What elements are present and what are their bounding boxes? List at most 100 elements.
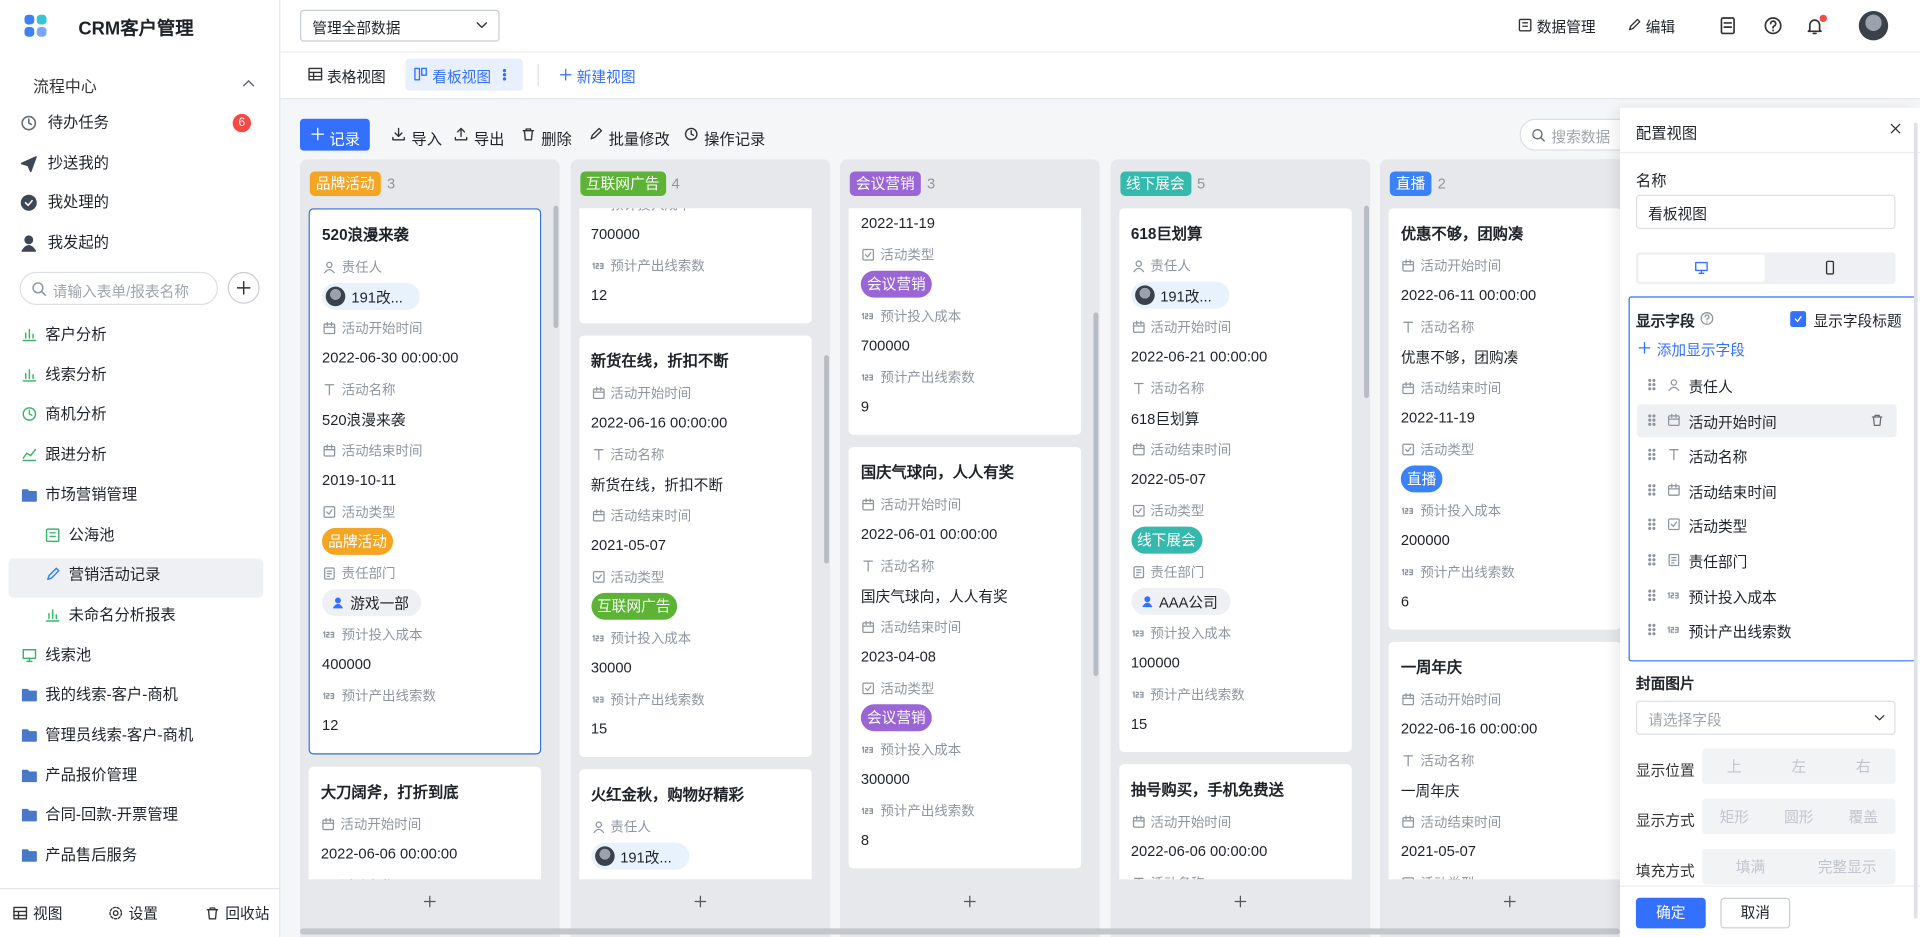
option-choice[interactable]: 覆盖 <box>1848 808 1878 826</box>
icon[interactable] <box>962 894 977 909</box>
icon-part <box>864 685 872 692</box>
flow-title[interactable]: 流程中心 <box>33 77 97 96</box>
cancel-button[interactable]: 取消 <box>1720 897 1791 929</box>
flow-item[interactable]: 待办任务 <box>47 113 109 132</box>
footer-item[interactable]: 视图 <box>33 905 63 923</box>
toolbar-action[interactable]: 操作记录 <box>704 131 766 149</box>
card-list-inner: 优惠不够，团购凑 活动开始时间 2022-06-11 00:00:00 活动名称 优惠不… <box>1388 208 1622 880</box>
show-title-checkbox[interactable] <box>1790 311 1807 328</box>
nav-item[interactable]: 商机分析 <box>45 405 107 424</box>
field-value: 2022-06-30 00:00:00 <box>322 349 459 367</box>
icon[interactable] <box>1232 894 1247 909</box>
field-value-row: 30000 <box>591 653 799 682</box>
icon-part <box>1652 448 1656 453</box>
icon-part <box>861 312 873 320</box>
device-toggle[interactable] <box>1635 252 1896 285</box>
icon-part <box>109 906 123 920</box>
toolbar-action[interactable]: 导出 <box>473 131 505 149</box>
field-label-row: 活动类型 <box>591 566 799 588</box>
nav-item[interactable]: 客户分析 <box>45 325 107 343</box>
display-field[interactable]: 责任部门 <box>1688 553 1748 571</box>
view-tab[interactable]: 看板视图 <box>432 68 492 86</box>
nav-item[interactable]: 未命名分析报表 <box>68 606 176 624</box>
display-field[interactable]: 责任人 <box>1688 378 1733 396</box>
toolbar-action[interactable]: 批量修改 <box>608 131 670 149</box>
person-avatar <box>1134 285 1155 305</box>
icon-part <box>1648 624 1652 628</box>
nav-item[interactable]: 线索池 <box>45 646 92 664</box>
icon-part <box>22 368 37 382</box>
display-field[interactable]: 活动类型 <box>1688 518 1748 536</box>
icon[interactable] <box>422 894 437 909</box>
kanban-card[interactable]: 520浪漫来袭 责任人 191改... 活动开始时间 2022-06-30 00:00:… <box>308 208 542 755</box>
kanban-card[interactable]: 活动结束时间2022-11-19活动类型会议营销预计投入成本700000预计产出… <box>848 208 1082 435</box>
kanban-card[interactable]: 一周年庆 活动开始时间 2022-06-16 00:00:00 活动名称 一周年庆 活动结… <box>1388 641 1622 880</box>
option-choice[interactable]: 右 <box>1855 758 1871 776</box>
kanban-card[interactable]: 优惠不够，团购凑 活动开始时间 2022-06-11 00:00:00 活动名称 优惠不… <box>1388 208 1622 630</box>
option-choice[interactable]: 矩形 <box>1719 808 1749 826</box>
display-field[interactable]: 活动开始时间 <box>1688 413 1777 431</box>
icon-part <box>1402 259 1415 266</box>
display-field[interactable]: 预计产出线索数 <box>1688 623 1792 641</box>
icon-part <box>311 127 325 141</box>
kanban-card[interactable]: 618巨划算 责任人 191改... 活动开始时间 2022-06-21 00:00:0… <box>1118 208 1352 753</box>
footer-item[interactable]: 设置 <box>128 905 158 923</box>
icon[interactable] <box>1870 412 1885 427</box>
kanban-card[interactable]: 新货在线，折扣不断 活动开始时间 2022-06-16 00:00:00 活动名称 新货… <box>578 335 812 757</box>
field-value-row: 191改... <box>322 282 528 311</box>
toolbar-action[interactable]: 删除 <box>541 131 572 149</box>
icon-part <box>414 67 421 81</box>
icon[interactable] <box>692 894 707 909</box>
display-field[interactable]: 预计投入成本 <box>1688 588 1777 606</box>
nav-item[interactable]: 产品报价管理 <box>45 766 138 784</box>
icon[interactable] <box>1888 121 1903 136</box>
footer-item[interactable]: 回收站 <box>225 905 270 923</box>
add-button[interactable] <box>227 271 260 304</box>
nav-item[interactable]: 营销活动记录 <box>68 566 161 584</box>
icon[interactable] <box>1502 894 1517 909</box>
nav-item[interactable]: 市场营销管理 <box>45 486 138 504</box>
toolbar-action[interactable]: 导入 <box>411 131 443 149</box>
option-choice[interactable]: 圆形 <box>1784 808 1814 826</box>
option-choice[interactable]: 完整显示 <box>1817 858 1877 876</box>
nav-item[interactable]: 我的线索-客户-商机 <box>45 686 178 704</box>
add-field[interactable]: 添加显示字段 <box>1656 341 1745 359</box>
icon-part <box>1403 321 1413 333</box>
kanban-card[interactable]: 国庆气球向，人人有奖 活动开始时间 2022-06-01 00:00:00 活动名称国… <box>848 447 1082 869</box>
flow-item[interactable]: 我发起的 <box>47 234 109 252</box>
nav-item[interactable]: 产品售后服务 <box>45 846 138 864</box>
display-field[interactable]: 活动结束时间 <box>1688 483 1777 501</box>
option-choice[interactable]: 上 <box>1726 758 1742 776</box>
field-value: 100000 <box>1130 654 1180 672</box>
display-field[interactable]: 活动名称 <box>1688 448 1748 466</box>
option-choice[interactable]: 左 <box>1791 758 1807 776</box>
nav-item[interactable]: 跟进分析 <box>45 445 107 464</box>
icon-part <box>454 127 468 141</box>
option-choice[interactable]: 填满 <box>1735 858 1766 876</box>
top-action[interactable]: 编辑 <box>1645 18 1676 36</box>
field-label-row: 活动类型 <box>1131 500 1339 522</box>
cover-select[interactable]: 请选择字段 <box>1635 700 1896 735</box>
flow-item[interactable]: 抄送我的 <box>47 153 109 172</box>
nav-item[interactable]: 合同-回款-开票管理 <box>45 806 178 824</box>
nav-item[interactable]: 线索分析 <box>45 365 107 383</box>
flow-item[interactable]: 我处理的 <box>47 194 109 212</box>
name-input[interactable]: 看板视图 <box>1635 194 1896 230</box>
icon-part <box>1648 593 1652 597</box>
icon-part <box>591 262 603 270</box>
avatar[interactable] <box>1858 11 1889 41</box>
nav-item[interactable]: 管理员线索-客户-商机 <box>45 726 194 744</box>
search-box[interactable]: 请输入表单/报表名称 <box>19 271 218 305</box>
new-view[interactable]: 新建视图 <box>576 68 636 86</box>
person-avatar <box>325 286 346 307</box>
data-select[interactable]: 管理全部数据 <box>300 9 500 42</box>
add-record-button[interactable]: 记录 <box>300 118 370 151</box>
confirm-button[interactable]: 确定 <box>1635 897 1706 929</box>
top-action[interactable]: 数据管理 <box>1536 18 1596 36</box>
view-tab[interactable]: 表格视图 <box>326 68 386 86</box>
nav-item[interactable]: 公海池 <box>68 526 115 544</box>
